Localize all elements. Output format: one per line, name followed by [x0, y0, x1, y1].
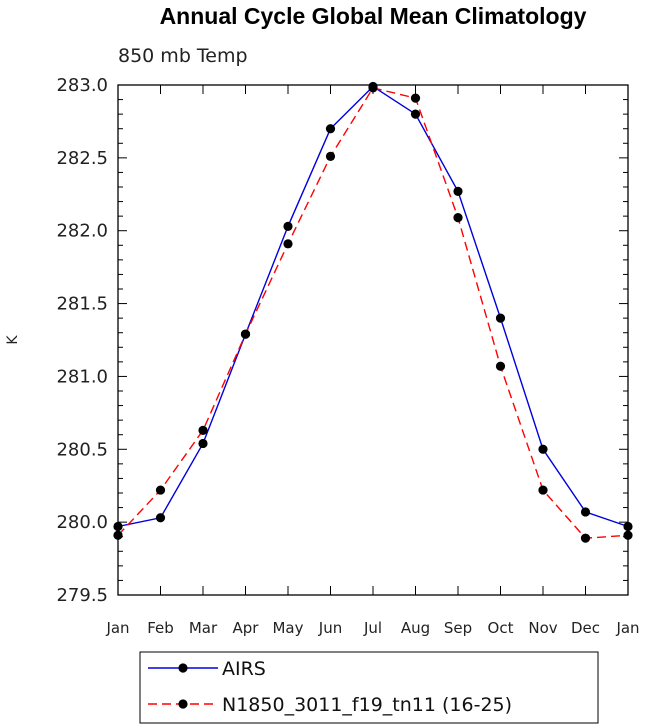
legend: AIRS N1850_3011_f19_tn11 (16-25): [139, 651, 599, 724]
legend-items: AIRS N1850_3011_f19_tn11 (16-25): [148, 658, 512, 716]
legend-box: [139, 651, 599, 724]
x-tick-label: Jan: [105, 619, 129, 637]
data-point: [623, 530, 633, 540]
data-point: [410, 109, 421, 119]
x-tick-label: Sep: [444, 619, 472, 637]
x-tick-label: Nov: [528, 619, 557, 637]
series-layer: [113, 81, 633, 543]
data-point: [283, 239, 293, 249]
y-tick-label: 281.0: [56, 366, 108, 387]
series-line-1: [117, 85, 629, 528]
data-point: [198, 438, 208, 449]
legend-label-1: AIRS: [222, 658, 266, 680]
data-point: [580, 507, 591, 517]
x-tick-label: Jan: [615, 619, 639, 637]
data-point: [495, 361, 506, 371]
chart-subtitle: 850 mb Temp: [118, 45, 248, 67]
x-tick-label: Jun: [318, 619, 342, 637]
x-tick-label: Feb: [147, 619, 174, 637]
plot-frame: [117, 84, 629, 596]
data-point: [580, 533, 591, 543]
legend-marker-2: [178, 699, 188, 709]
y-tick-label: 281.5: [56, 294, 108, 315]
series-line-2: [117, 87, 629, 539]
data-point: [283, 221, 293, 231]
x-tick-label: Apr: [233, 619, 260, 637]
data-point: [495, 313, 506, 323]
data-point: [155, 513, 166, 523]
y-tick-label: 280.5: [56, 439, 108, 460]
data-point: [198, 425, 208, 435]
x-tick-label: Oct: [488, 619, 514, 637]
y-tick-label: 282.5: [56, 148, 108, 169]
legend-label-2: N1850_3011_f19_tn11 (16-25): [222, 694, 512, 716]
chart-title: Annual Cycle Global Mean Climatology: [160, 3, 587, 29]
y-tick-label: 283.0: [56, 75, 108, 96]
x-tick-label: May: [272, 619, 303, 637]
x-tick-label: Mar: [189, 619, 218, 637]
y-tick-label: 279.5: [56, 585, 108, 606]
data-point: [368, 83, 378, 93]
data-point: [113, 521, 123, 532]
data-point: [538, 485, 548, 495]
data-point: [325, 151, 336, 161]
data-point: [325, 124, 336, 134]
data-point: [155, 485, 166, 495]
axes: 279.5 280.0 280.5 281.0 281.5 282.0 282.5 283.0…: [56, 75, 639, 637]
y-tick-label: 280.0: [56, 512, 108, 533]
x-tick-label: Dec: [571, 619, 600, 637]
x-tick-label: Jul: [363, 619, 382, 637]
data-point: [240, 329, 251, 339]
data-point: [113, 530, 123, 540]
data-point: [453, 186, 463, 196]
y-tick-label: 282.0: [56, 221, 108, 242]
y-axis-label: K: [5, 335, 21, 345]
legend-marker-1: [178, 663, 188, 673]
data-point: [538, 444, 548, 454]
data-point: [410, 93, 421, 103]
x-tick-label: Aug: [401, 619, 430, 637]
data-point: [453, 213, 463, 223]
data-point: [623, 521, 633, 532]
